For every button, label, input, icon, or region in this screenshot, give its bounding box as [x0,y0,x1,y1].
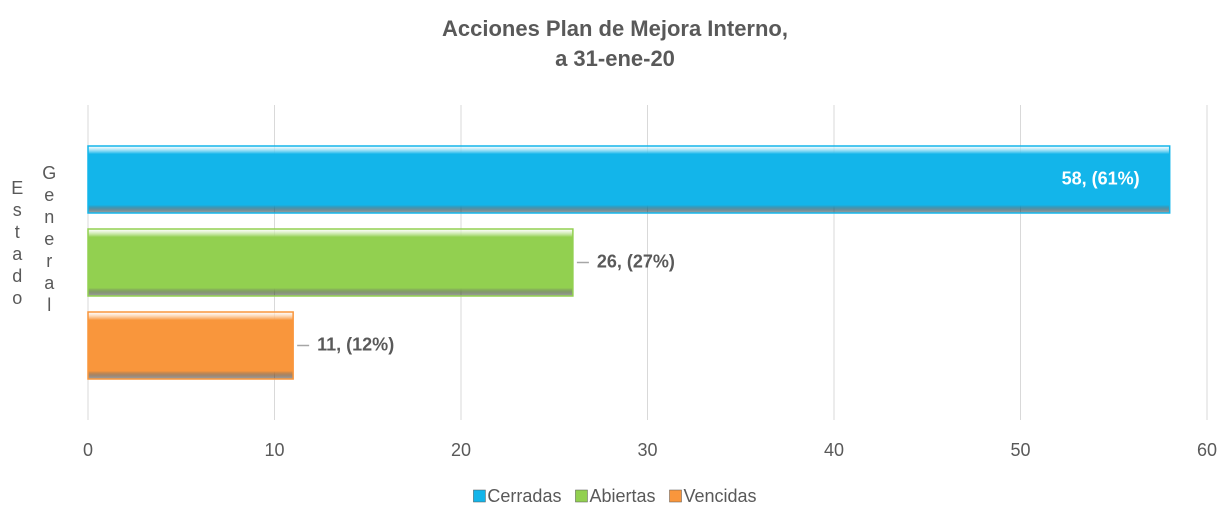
legend-swatch [575,489,588,503]
legend-swatch [473,489,486,503]
data-label: 26, (27%) [597,251,675,271]
bar [87,228,574,297]
y-axis-label: Estado [7,178,27,310]
data-label: 58, (61%) [1062,168,1140,188]
legend-label: Cerradas [487,486,561,506]
x-tick-label: 40 [824,440,844,460]
bar [87,311,294,380]
x-tick-label: 50 [1010,440,1030,460]
legend-label: Vencidas [684,486,757,506]
x-tick-label: 60 [1197,440,1217,460]
data-label: 11, (12%) [317,334,394,354]
bar [87,145,1171,214]
chart-title: a 31-ene-20 [555,46,675,71]
category-label: General [39,163,59,317]
legend-label: Abiertas [589,486,655,506]
legend-swatch [669,489,682,503]
x-tick-label: 30 [637,440,657,460]
chart-title: Acciones Plan de Mejora Interno, [442,16,788,41]
x-tick-label: 10 [264,440,284,460]
x-tick-label: 20 [451,440,471,460]
x-tick-label: 0 [83,440,93,460]
